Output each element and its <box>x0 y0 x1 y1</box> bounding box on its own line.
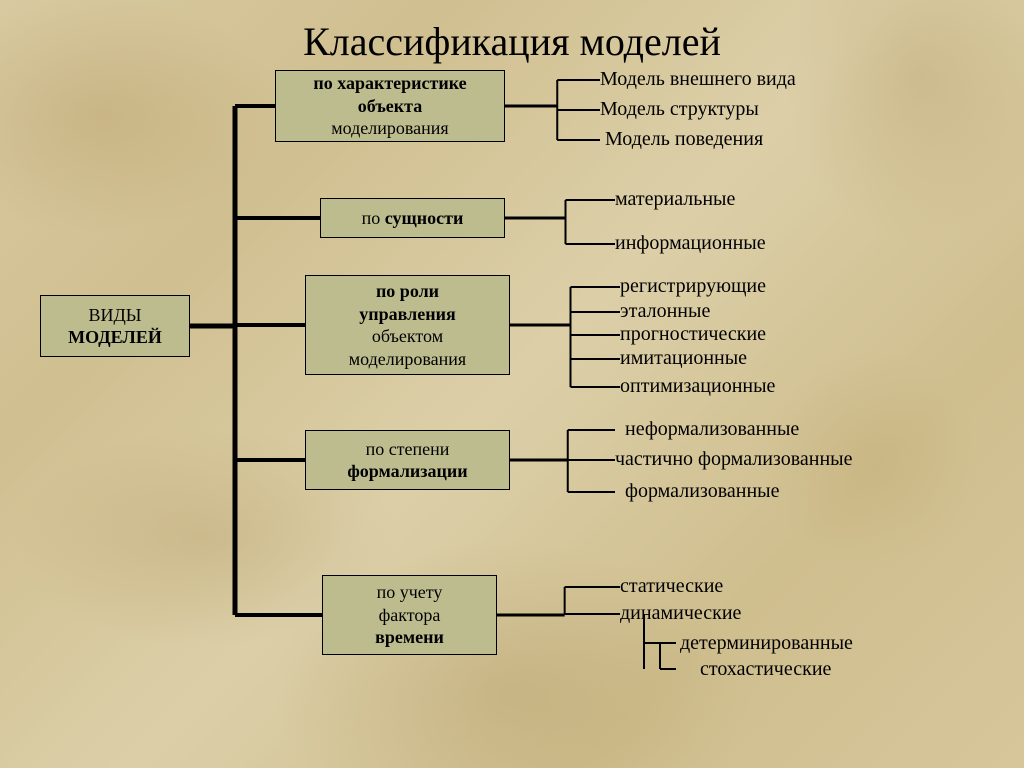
category-node-1: по сущности <box>320 198 505 238</box>
leaf-0-0: Модель внешнего вида <box>600 68 796 91</box>
background-texture <box>0 0 1024 768</box>
category-node-3: по степениформализации <box>305 430 510 490</box>
category-node-4: по учетуфакторавремени <box>322 575 497 655</box>
leaf-1-0: материальные <box>615 188 735 211</box>
leaf-3-2: формализованные <box>625 480 779 503</box>
leaf-0-1: Модель структуры <box>600 98 759 121</box>
leaf-0-2: Модель поведения <box>605 128 763 151</box>
subleaf-4-0: детерминированные <box>680 632 853 655</box>
leaf-4-1: динамические <box>620 602 741 625</box>
category-node-2: по ролиуправленияобъектоммоделирования <box>305 275 510 375</box>
leaf-1-1: информационные <box>615 232 766 255</box>
leaf-2-1: эталонные <box>620 300 710 323</box>
diagram-title: Классификация моделей <box>0 18 1024 65</box>
leaf-2-4: оптимизационные <box>620 375 775 398</box>
root-node: ВИДЫМОДЕЛЕЙ <box>40 295 190 357</box>
category-node-0: по характеристикеобъектамоделирования <box>275 70 505 142</box>
leaf-2-2: прогностические <box>620 323 766 346</box>
leaf-4-0: статические <box>620 575 723 598</box>
subleaf-4-1: стохастические <box>700 658 831 681</box>
leaf-3-1: частично формализованные <box>615 448 853 471</box>
leaf-2-3: имитационные <box>620 347 747 370</box>
leaf-3-0: неформализованные <box>625 418 799 441</box>
leaf-2-0: регистрирующие <box>620 275 766 298</box>
